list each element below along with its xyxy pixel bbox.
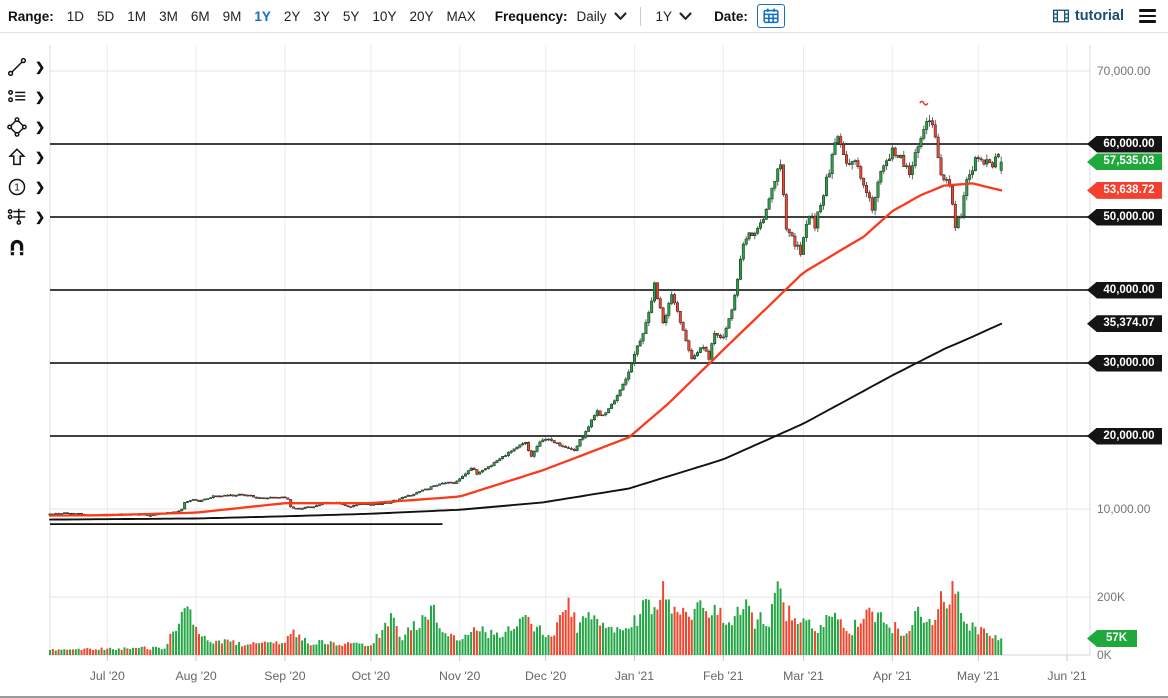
range-button-20y[interactable]: 20Y [409, 8, 434, 24]
svg-text:Nov '20: Nov '20 [439, 669, 480, 683]
hamburger-icon[interactable] [1139, 9, 1156, 23]
chevron-right-icon[interactable]: ❯ [35, 210, 46, 224]
svg-text:Apr '21: Apr '21 [873, 669, 912, 683]
range-button-3y[interactable]: 3Y [313, 8, 330, 24]
range-button-1m[interactable]: 1M [127, 8, 147, 24]
date-label: Date: [714, 8, 748, 24]
svg-text:Jun '21: Jun '21 [1047, 669, 1086, 683]
svg-text:May '21: May '21 [957, 669, 1000, 683]
levels-tool[interactable]: ❯ [6, 206, 52, 228]
svg-text:Jul '20: Jul '20 [90, 669, 125, 683]
svg-text:Dec '20: Dec '20 [525, 669, 566, 683]
range-button-3m[interactable]: 3M [159, 8, 178, 24]
annotation-number-tool-icon: 1 [8, 178, 26, 196]
range-button-max[interactable]: MAX [446, 8, 476, 24]
chevron-right-icon[interactable]: ❯ [35, 90, 46, 104]
chevron-right-icon[interactable]: ❯ [35, 120, 46, 134]
brand-link[interactable]: tutorial [1052, 8, 1124, 24]
arrow-tool[interactable]: ❯ [6, 146, 52, 168]
levels-tool-icon [7, 208, 26, 225]
chevron-down-icon[interactable] [679, 11, 692, 21]
drawing-tools-sidebar: ❯ ❯ ❯ ❯ 1 ❯ ❯ [6, 56, 52, 258]
period-dropdown[interactable]: 1Y [655, 8, 673, 24]
svg-text:1: 1 [14, 182, 20, 193]
frequency-dropdown[interactable]: Daily [576, 8, 607, 24]
range-button-1y[interactable]: 1Y [254, 8, 271, 24]
range-button-1d[interactable]: 1D [66, 8, 85, 24]
chevron-right-icon[interactable]: ❯ [35, 60, 46, 74]
calendar-button[interactable] [756, 4, 785, 28]
magnet-tool-icon [10, 239, 24, 256]
trend-line-tool[interactable]: ❯ [6, 56, 52, 78]
svg-text:Mar '21: Mar '21 [783, 669, 824, 683]
shape-tool-icon [7, 117, 27, 137]
frequency-label: Frequency: [494, 8, 568, 24]
chevron-right-icon[interactable]: ❯ [35, 150, 46, 164]
annotation-number-tool[interactable]: 1 ❯ [6, 176, 52, 198]
chevron-right-icon[interactable]: ❯ [35, 180, 46, 194]
range-button-5d[interactable]: 5D [97, 8, 115, 24]
svg-text:Aug '20: Aug '20 [175, 669, 216, 683]
chevron-down-icon[interactable] [613, 11, 627, 21]
range-button-5y[interactable]: 5Y [342, 8, 360, 24]
window-bottom-edge [0, 696, 1168, 698]
arrow-tool-icon [8, 148, 26, 166]
brand-label: tutorial [1074, 8, 1124, 24]
line-list-tool-icon [8, 89, 26, 103]
svg-text:Sep '20: Sep '20 [264, 669, 305, 683]
film-grid-icon [1052, 9, 1069, 23]
top-toolbar: Range: 1D 5D 1M 3M 6M 9M 1Y 2Y 3Y 5Y 10Y 20Y MAX Fre… [0, 0, 1168, 33]
svg-text:Oct '20: Oct '20 [352, 669, 391, 683]
shape-tool[interactable]: ❯ [6, 116, 52, 138]
magnet-tool[interactable] [6, 236, 52, 258]
range-label: Range: [8, 8, 54, 24]
toolbar-divider [639, 6, 641, 26]
range-button-group: 1D 5D 1M 3M 6M 9M 1Y 2Y 3Y 5Y 10Y 20Y MAX [54, 9, 476, 24]
range-button-9m[interactable]: 9M [222, 8, 242, 24]
line-list-tool[interactable]: ❯ [6, 86, 52, 108]
svg-text:Feb '21: Feb '21 [703, 669, 744, 683]
range-button-6m[interactable]: 6M [190, 8, 210, 24]
calendar-icon [763, 8, 779, 24]
range-button-10y[interactable]: 10Y [372, 8, 397, 24]
svg-text:Jan '21: Jan '21 [615, 669, 654, 683]
trend-line-tool-icon [7, 57, 27, 77]
range-button-2y[interactable]: 2Y [283, 8, 301, 24]
